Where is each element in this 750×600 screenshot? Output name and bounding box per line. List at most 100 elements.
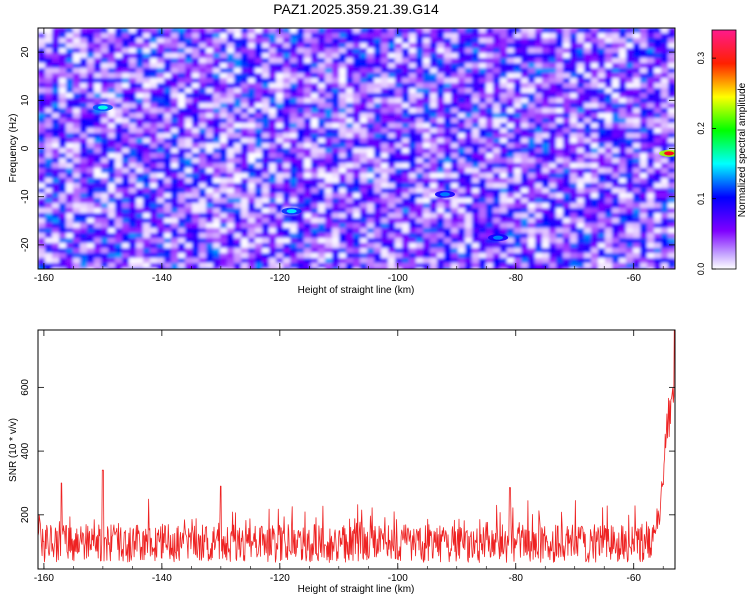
heatmap-cell — [570, 98, 578, 104]
heatmap-cell — [549, 43, 557, 49]
heatmap-cell — [115, 203, 123, 209]
heatmap-cell — [115, 118, 123, 124]
heatmap-cell — [402, 243, 410, 249]
heatmap-cell — [570, 253, 578, 259]
heatmap-cell — [605, 228, 613, 234]
heatmap-cell — [318, 233, 326, 239]
heatmap-cell — [339, 238, 347, 244]
heatmap-cell — [73, 258, 81, 264]
heatmap-cell — [577, 108, 585, 114]
heatmap-cell — [388, 263, 396, 269]
heatmap-cell — [185, 223, 193, 229]
heatmap-cell — [430, 213, 438, 219]
heatmap-cell — [73, 203, 81, 209]
heatmap-cell — [647, 173, 655, 179]
heatmap-cell — [444, 78, 452, 84]
heatmap-cell — [416, 178, 424, 184]
heatmap-cell — [171, 93, 179, 99]
heatmap-cell — [458, 138, 466, 144]
heatmap-cell — [199, 138, 207, 144]
heatmap-cell — [115, 133, 123, 139]
heatmap-cell — [381, 263, 389, 269]
heatmap-cell — [192, 123, 200, 129]
heatmap-cell — [486, 33, 494, 39]
heatmap-cell — [325, 263, 333, 269]
heatmap-cell — [346, 133, 354, 139]
heatmap-cell — [227, 223, 235, 229]
heatmap-cell — [598, 203, 606, 209]
heatmap-cell — [535, 248, 543, 254]
heatmap-cell — [626, 213, 634, 219]
heatmap-cell — [234, 183, 242, 189]
heatmap-cell — [297, 108, 305, 114]
heatmap-cell — [570, 263, 578, 269]
heatmap-cell — [500, 98, 508, 104]
heatmap-cell — [479, 73, 487, 79]
heatmap-cell — [388, 63, 396, 69]
heatmap-cell — [283, 133, 291, 139]
heatmap-cell — [199, 93, 207, 99]
heatmap-cell — [437, 98, 445, 104]
heatmap-cell — [430, 133, 438, 139]
heatmap-cell — [598, 228, 606, 234]
heatmap-cell — [661, 98, 669, 104]
heatmap-cell — [549, 73, 557, 79]
heatmap-cell — [654, 93, 662, 99]
heatmap-cell — [374, 138, 382, 144]
heatmap-cell — [87, 178, 95, 184]
heatmap-cell — [318, 168, 326, 174]
heatmap-cell — [269, 53, 277, 59]
heatmap-cell — [353, 263, 361, 269]
heatmap-cell — [178, 213, 186, 219]
heatmap-cell — [626, 63, 634, 69]
heatmap-cell — [101, 193, 109, 199]
heatmap-cell — [213, 258, 221, 264]
heatmap-cell — [66, 48, 74, 54]
heatmap-cell — [220, 68, 228, 74]
heatmap-cell — [115, 28, 123, 34]
heatmap-cell — [423, 128, 431, 134]
heatmap-cell — [192, 73, 200, 79]
heatmap-cell — [430, 218, 438, 224]
heatmap-cell — [619, 108, 627, 114]
heatmap-cell — [227, 118, 235, 124]
heatmap-cell — [479, 78, 487, 84]
heatmap-cell — [605, 38, 613, 44]
heatmap-cell — [290, 108, 298, 114]
heatmap-cell — [507, 68, 515, 74]
heatmap-cell — [164, 218, 172, 224]
heatmap-cell — [290, 53, 298, 59]
heatmap-cell — [409, 103, 417, 109]
heatmap-cell — [346, 83, 354, 89]
heatmap-cell — [150, 28, 158, 34]
heatmap-cell — [178, 193, 186, 199]
heatmap-cell — [199, 258, 207, 264]
heatmap-cell — [332, 158, 340, 164]
heatmap-cell — [192, 248, 200, 254]
heatmap-cell — [668, 163, 675, 169]
heatmap-cell — [150, 163, 158, 169]
heatmap-cell — [213, 173, 221, 179]
heatmap-cell — [38, 248, 46, 254]
heatmap-cell — [605, 108, 613, 114]
heatmap-cell — [423, 218, 431, 224]
heatmap-cell — [458, 193, 466, 199]
heatmap-cell — [220, 138, 228, 144]
heatmap-cell — [304, 128, 312, 134]
heatmap-cell — [59, 233, 67, 239]
heatmap-cell — [178, 28, 186, 34]
heatmap-cell — [416, 148, 424, 154]
heatmap-cell — [542, 63, 550, 69]
heatmap-cell — [255, 133, 263, 139]
heatmap-cell — [178, 203, 186, 209]
heatmap-cell — [59, 103, 67, 109]
heatmap-cell — [318, 238, 326, 244]
heatmap-cell — [45, 138, 53, 144]
heatmap-cell — [206, 93, 214, 99]
heatmap-cell — [332, 218, 340, 224]
heatmap-cell — [360, 173, 368, 179]
heatmap-cell — [192, 68, 200, 74]
heatmap-cell — [465, 158, 473, 164]
heatmap-cell — [150, 53, 158, 59]
heatmap-cell — [416, 218, 424, 224]
